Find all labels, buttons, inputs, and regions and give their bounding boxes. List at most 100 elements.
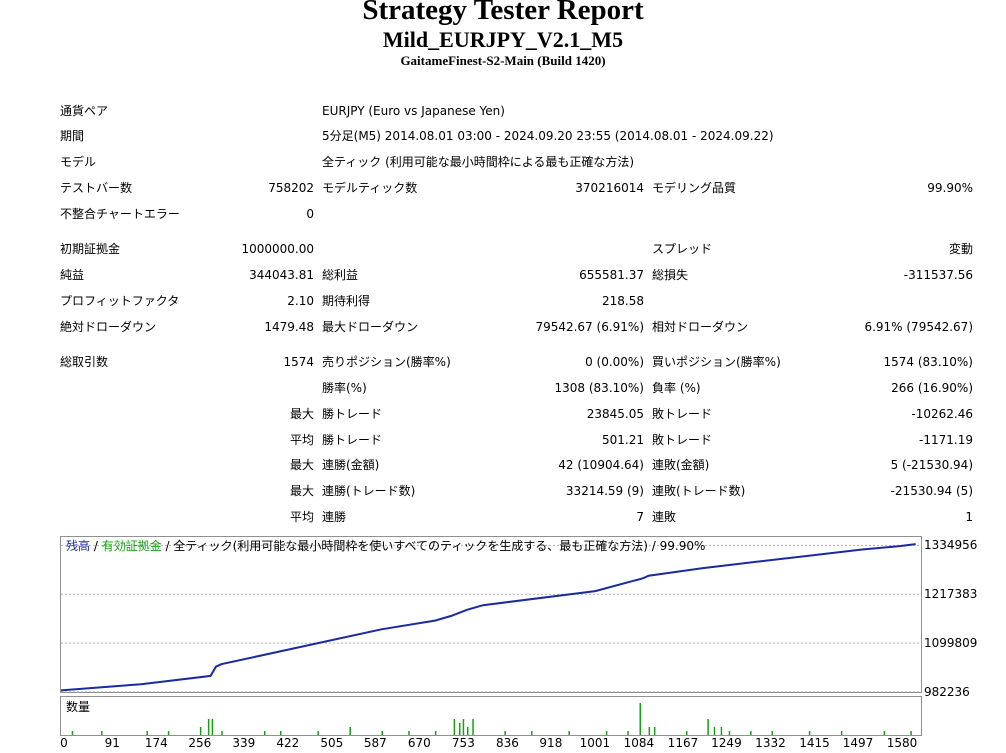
- spread-value: 変動: [948, 242, 973, 256]
- x-tick-label: 670: [407, 736, 431, 750]
- volume-bar: [713, 727, 716, 735]
- deposit-label: 初期証拠金: [60, 242, 121, 256]
- expert-name: Mild_EURJPY_V2.1_M5: [382, 27, 624, 52]
- volume-bar: [317, 731, 319, 735]
- row-drawdown: 絶対ドローダウン 1479.48 最大ドローダウン 79542.67 (6.91…: [0, 317, 1006, 337]
- volume-bar: [207, 719, 210, 735]
- net-profit-label: 純益: [60, 268, 85, 282]
- period-label: 期間: [60, 129, 85, 143]
- volume-bar: [910, 731, 912, 735]
- volume-bar: [472, 719, 474, 735]
- volume-bar: [280, 731, 282, 735]
- x-tick-label: 1167: [667, 736, 699, 750]
- x-tick-label: 505: [320, 736, 344, 750]
- legend-equity: 有効証拠金: [101, 539, 162, 553]
- y-tick-label: 982236: [924, 685, 970, 699]
- volume-bar: [648, 727, 651, 735]
- volume-bar: [720, 727, 723, 735]
- volume-bar: [531, 731, 533, 735]
- x-tick-label: 91: [104, 736, 120, 750]
- symbol-value: EURJPY (Euro vs Japanese Yen): [322, 104, 505, 118]
- volume-bar: [71, 731, 74, 735]
- x-tick-label: 753: [451, 736, 475, 750]
- y-tick-label: 1099809: [924, 636, 978, 651]
- short-positions-value: 0 (0.00%): [585, 355, 644, 369]
- volume-bar: [771, 731, 773, 735]
- volume-chart-plot: [71, 703, 912, 735]
- gross-loss-value: -311537.56: [903, 268, 973, 282]
- x-tick-label: 1580: [886, 736, 918, 750]
- row-average-trade: 平均 勝トレード 501.21 敗トレード -1171.19: [0, 430, 1006, 450]
- volume-bar: [568, 731, 570, 735]
- volume-bar: [627, 731, 629, 735]
- relative-drawdown-value: 6.91% (79542.67): [864, 320, 973, 334]
- volume-bar: [381, 731, 383, 735]
- row-errors: 不整合チャートエラー 0: [0, 204, 1006, 224]
- row-period: 期間 5分足(M5) 2014.08.01 03:00 - 2024.09.20…: [0, 126, 1006, 146]
- volume-label: 数量: [66, 700, 91, 714]
- model-value: 全ティック (利用可能な最小時間枠による最も正確な方法): [322, 155, 635, 169]
- largest-loss-value: -10262.46: [911, 407, 973, 421]
- short-positions-label: 売りポジション(勝率%): [322, 355, 451, 369]
- volume-bar: [653, 727, 656, 735]
- server-build: GaitameFinest-S2-Main (Build 1420): [400, 53, 606, 68]
- x-tick-label: 339: [232, 736, 256, 750]
- expected-payoff-label: 期待利得: [322, 294, 371, 308]
- total-trades-label: 総取引数: [60, 355, 109, 369]
- volume-bar: [101, 731, 103, 735]
- expected-payoff-value: 218.58: [602, 294, 644, 308]
- model-label: モデル: [60, 155, 97, 169]
- loss-rate-label: 負率 (%): [652, 381, 701, 395]
- cons-losses-money-label: 連敗(金額): [652, 458, 710, 472]
- row-consecutive-money: 最大 連勝(金額) 42 (10904.64) 連敗(金額) 5 (-21530…: [0, 455, 1006, 475]
- cons-wins-money-label: 連勝(金額): [322, 458, 380, 472]
- deposit-value: 1000000.00: [241, 242, 314, 256]
- errors-label: 不整合チャートエラー: [60, 207, 180, 221]
- row-profit-factor: プロフィットファクタ 2.10 期待利得 218.58: [0, 291, 1006, 311]
- win-rate-value: 1308 (83.10%): [554, 381, 644, 395]
- balance-line: [61, 543, 916, 692]
- row-bars: テストバー数 758202 モデルティック数 370216014 モデリング品質…: [0, 178, 1006, 198]
- row-deposit: 初期証拠金 1000000.00 スプレッド 変動: [0, 239, 1006, 259]
- volume-bar: [883, 731, 886, 735]
- average-win-label: 勝トレード: [322, 433, 383, 447]
- largest-loss-label: 敗トレード: [652, 407, 713, 421]
- errors-value: 0: [306, 207, 314, 221]
- volume-bar: [466, 727, 469, 735]
- row-consecutive-count: 最大 連勝(トレード数) 33214.59 (9) 連敗(トレード数) -215…: [0, 481, 1006, 501]
- largest-win-label: 勝トレード: [322, 407, 383, 421]
- max-cons-money-prefix: 最大: [289, 458, 314, 472]
- ticks-value: 370216014: [575, 181, 644, 195]
- volume-bar: [408, 731, 410, 735]
- symbol-label: 通貨ペア: [60, 104, 109, 118]
- volume-bar: [349, 727, 351, 735]
- x-tick-label: 422: [276, 736, 300, 750]
- volume-bar: [211, 719, 214, 735]
- volume-bar: [434, 731, 437, 735]
- cons-loss-label: 連敗(トレード数): [652, 484, 746, 498]
- row-symbol: 通貨ペア EURJPY (Euro vs Japanese Yen): [0, 101, 1006, 121]
- largest-prefix: 最大: [289, 407, 314, 421]
- balance-chart: 残高 / 有効証拠金 / 全ティック(利用可能な最小時間枠を使いすべてのティック…: [60, 536, 922, 693]
- loss-rate-value: 266 (16.90%): [891, 381, 973, 395]
- x-tick-label: 0: [60, 736, 68, 750]
- volume-bar: [840, 731, 843, 735]
- gross-loss-label: 総損失: [652, 268, 689, 282]
- row-largest-trade: 最大 勝トレード 23845.05 敗トレード -10262.46: [0, 404, 1006, 424]
- gross-profit-label: 総利益: [322, 268, 359, 282]
- volume-bar: [453, 719, 456, 735]
- x-tick-label: 256: [188, 736, 212, 750]
- cons-wins-money-value: 42 (10904.64): [558, 458, 644, 472]
- net-profit-value: 344043.81: [249, 268, 314, 282]
- x-tick-label: 918: [539, 736, 563, 750]
- cons-losses-money-value: 5 (-21530.94): [890, 458, 973, 472]
- x-tick-label: 1415: [799, 736, 830, 750]
- volume-bar: [221, 731, 223, 735]
- volume-bar: [808, 731, 811, 735]
- volume-bar: [146, 731, 148, 735]
- row-total-trades: 総取引数 1574 売りポジション(勝率%) 0 (0.00%) 買いポジション…: [0, 352, 1006, 372]
- volume-bar: [639, 703, 641, 735]
- quality-label: モデリング品質: [652, 181, 737, 195]
- x-tick-label: 1084: [623, 736, 655, 750]
- relative-drawdown-label: 相対ドローダウン: [652, 320, 749, 334]
